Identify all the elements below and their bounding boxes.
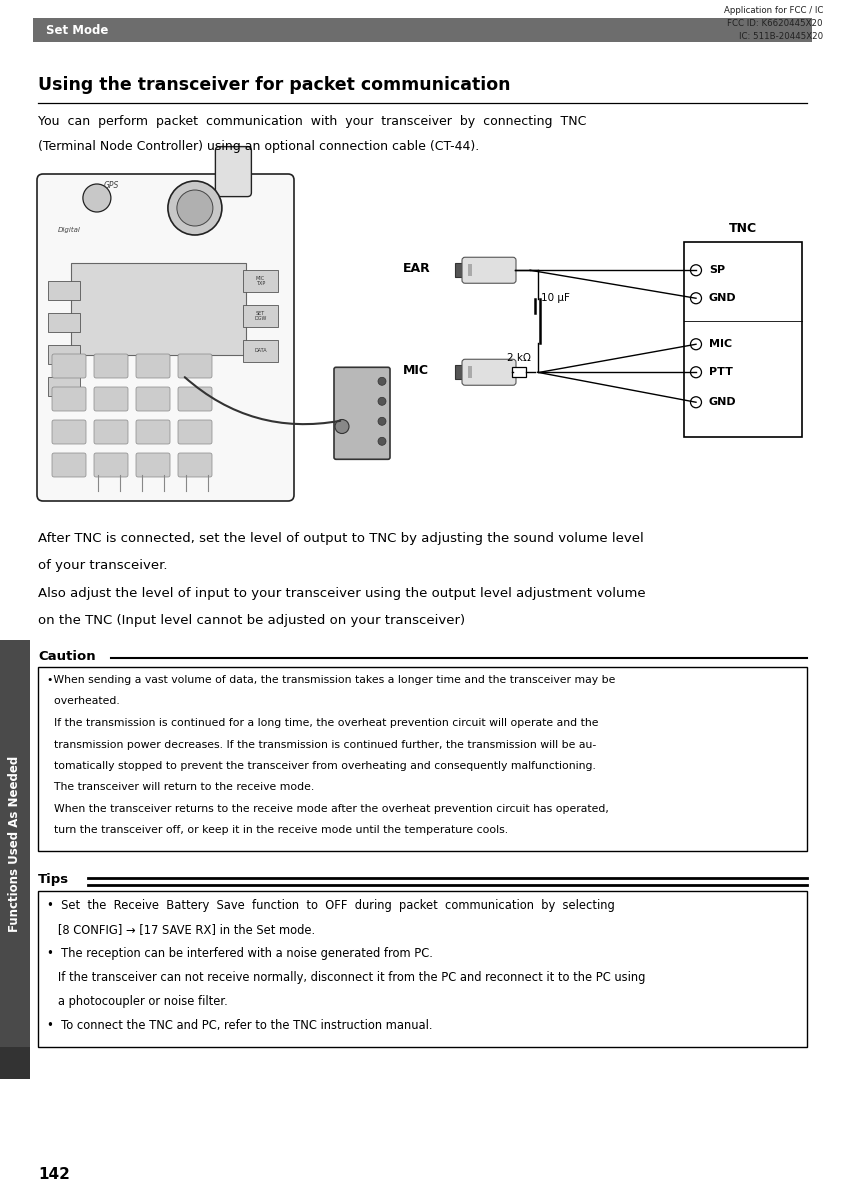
Bar <box>468 264 472 276</box>
FancyBboxPatch shape <box>136 453 170 477</box>
Text: TNC: TNC <box>728 222 756 236</box>
Text: MIC
TXP: MIC TXP <box>256 275 265 286</box>
Circle shape <box>377 377 386 386</box>
Text: You  can  perform  packet  communication  with  your  transceiver  by  connectin: You can perform packet communication wit… <box>38 115 586 127</box>
Text: (Terminal Node Controller) using an optional connection cable (CT-44).: (Terminal Node Controller) using an opti… <box>38 141 479 154</box>
Text: PTT: PTT <box>708 368 732 377</box>
Text: EAR: EAR <box>403 262 430 275</box>
Text: of your transceiver.: of your transceiver. <box>38 559 167 572</box>
Text: MIC: MIC <box>708 339 731 350</box>
FancyBboxPatch shape <box>215 147 252 197</box>
FancyBboxPatch shape <box>94 355 127 377</box>
Circle shape <box>83 184 111 212</box>
Text: Caution: Caution <box>38 650 95 664</box>
Bar <box>683 243 801 438</box>
Text: SP: SP <box>708 266 724 275</box>
FancyBboxPatch shape <box>52 355 86 377</box>
Text: MIC: MIC <box>403 364 429 376</box>
Text: If the transceiver can not receive normally, disconnect it from the PC and recon: If the transceiver can not receive norma… <box>47 971 645 984</box>
Bar <box>0 639 30 1047</box>
FancyBboxPatch shape <box>52 419 86 444</box>
Circle shape <box>690 397 701 407</box>
FancyBboxPatch shape <box>136 419 170 444</box>
FancyBboxPatch shape <box>333 368 390 459</box>
Text: •  To connect the TNC and PC, refer to the TNC instruction manual.: • To connect the TNC and PC, refer to th… <box>47 1019 432 1033</box>
Text: Digital: Digital <box>58 227 81 233</box>
Text: Tips: Tips <box>38 873 69 886</box>
Text: 10 μF: 10 μF <box>540 293 569 303</box>
Bar <box>0 1047 30 1079</box>
Text: Application for FCC / IC
FCC ID: K6620445X20
IC: 511B-20445X20: Application for FCC / IC FCC ID: K662044… <box>722 6 822 41</box>
Bar <box>468 367 472 379</box>
FancyBboxPatch shape <box>52 453 86 477</box>
Circle shape <box>377 438 386 445</box>
Text: on the TNC (Input level cannot be adjusted on your transceiver): on the TNC (Input level cannot be adjust… <box>38 614 464 627</box>
Text: If the transmission is continued for a long time, the overheat prevention circui: If the transmission is continued for a l… <box>47 718 598 728</box>
Text: tomatically stopped to prevent the transceiver from overheating and consequently: tomatically stopped to prevent the trans… <box>47 761 595 770</box>
FancyBboxPatch shape <box>178 387 212 411</box>
Text: When the transceiver returns to the receive mode after the overheat prevention c: When the transceiver returns to the rece… <box>47 804 609 814</box>
FancyBboxPatch shape <box>136 387 170 411</box>
Text: Set Mode: Set Mode <box>46 24 108 37</box>
Bar <box>71 263 246 355</box>
Circle shape <box>334 419 349 434</box>
FancyBboxPatch shape <box>94 387 127 411</box>
Bar <box>243 270 278 292</box>
Circle shape <box>377 417 386 426</box>
Text: •When sending a vast volume of data, the transmission takes a longer time and th: •When sending a vast volume of data, the… <box>47 676 614 685</box>
Bar <box>454 365 464 380</box>
Circle shape <box>690 367 701 377</box>
Text: DATA: DATA <box>254 349 267 353</box>
Text: turn the transceiver off, or keep it in the receive mode until the temperature c: turn the transceiver off, or keep it in … <box>47 826 507 835</box>
Bar <box>48 345 80 364</box>
Bar <box>454 263 464 278</box>
Circle shape <box>377 398 386 405</box>
Text: Also adjust the level of input to your transceiver using the output level adjust: Also adjust the level of input to your t… <box>38 587 645 600</box>
Text: a photocoupler or noise filter.: a photocoupler or noise filter. <box>47 995 228 1008</box>
Circle shape <box>176 190 213 226</box>
Text: •  The reception can be interfered with a noise generated from PC.: • The reception can be interfered with a… <box>47 947 432 960</box>
Text: 142: 142 <box>38 1167 70 1182</box>
FancyBboxPatch shape <box>136 355 170 377</box>
FancyBboxPatch shape <box>178 355 212 377</box>
Text: [8 CONFIG] → [17 SAVE RX] in the Set mode.: [8 CONFIG] → [17 SAVE RX] in the Set mod… <box>47 923 315 936</box>
Bar <box>33 18 811 42</box>
FancyBboxPatch shape <box>178 453 212 477</box>
Bar <box>38 891 806 1047</box>
Bar <box>48 313 80 332</box>
Bar <box>243 340 278 362</box>
Bar <box>38 667 806 851</box>
Bar <box>48 281 80 300</box>
FancyBboxPatch shape <box>462 257 516 284</box>
Bar <box>243 305 278 327</box>
Circle shape <box>690 293 701 304</box>
FancyBboxPatch shape <box>462 359 516 386</box>
Text: transmission power decreases. If the transmission is continued further, the tran: transmission power decreases. If the tra… <box>47 739 596 750</box>
Bar <box>511 368 525 377</box>
Text: The transceiver will return to the receive mode.: The transceiver will return to the recei… <box>47 783 314 792</box>
FancyBboxPatch shape <box>94 419 127 444</box>
Circle shape <box>690 264 701 275</box>
FancyBboxPatch shape <box>178 419 212 444</box>
FancyBboxPatch shape <box>94 453 127 477</box>
FancyBboxPatch shape <box>52 387 86 411</box>
Circle shape <box>168 182 222 236</box>
Text: Functions Used As Needed: Functions Used As Needed <box>8 755 21 932</box>
Circle shape <box>690 339 701 350</box>
Text: GND: GND <box>708 293 736 303</box>
Text: SET
DGW: SET DGW <box>254 310 267 321</box>
Text: After TNC is connected, set the level of output to TNC by adjusting the sound vo: After TNC is connected, set the level of… <box>38 532 643 545</box>
Text: GND: GND <box>708 397 736 407</box>
Text: GPS: GPS <box>104 182 119 190</box>
Text: 2 kΩ: 2 kΩ <box>506 353 530 363</box>
Text: Using the transceiver for packet communication: Using the transceiver for packet communi… <box>38 76 510 94</box>
Bar <box>48 377 80 395</box>
Text: overheated.: overheated. <box>47 696 120 707</box>
Text: •  Set  the  Receive  Battery  Save  function  to  OFF  during  packet  communic: • Set the Receive Battery Save function … <box>47 899 614 912</box>
FancyBboxPatch shape <box>37 174 294 501</box>
